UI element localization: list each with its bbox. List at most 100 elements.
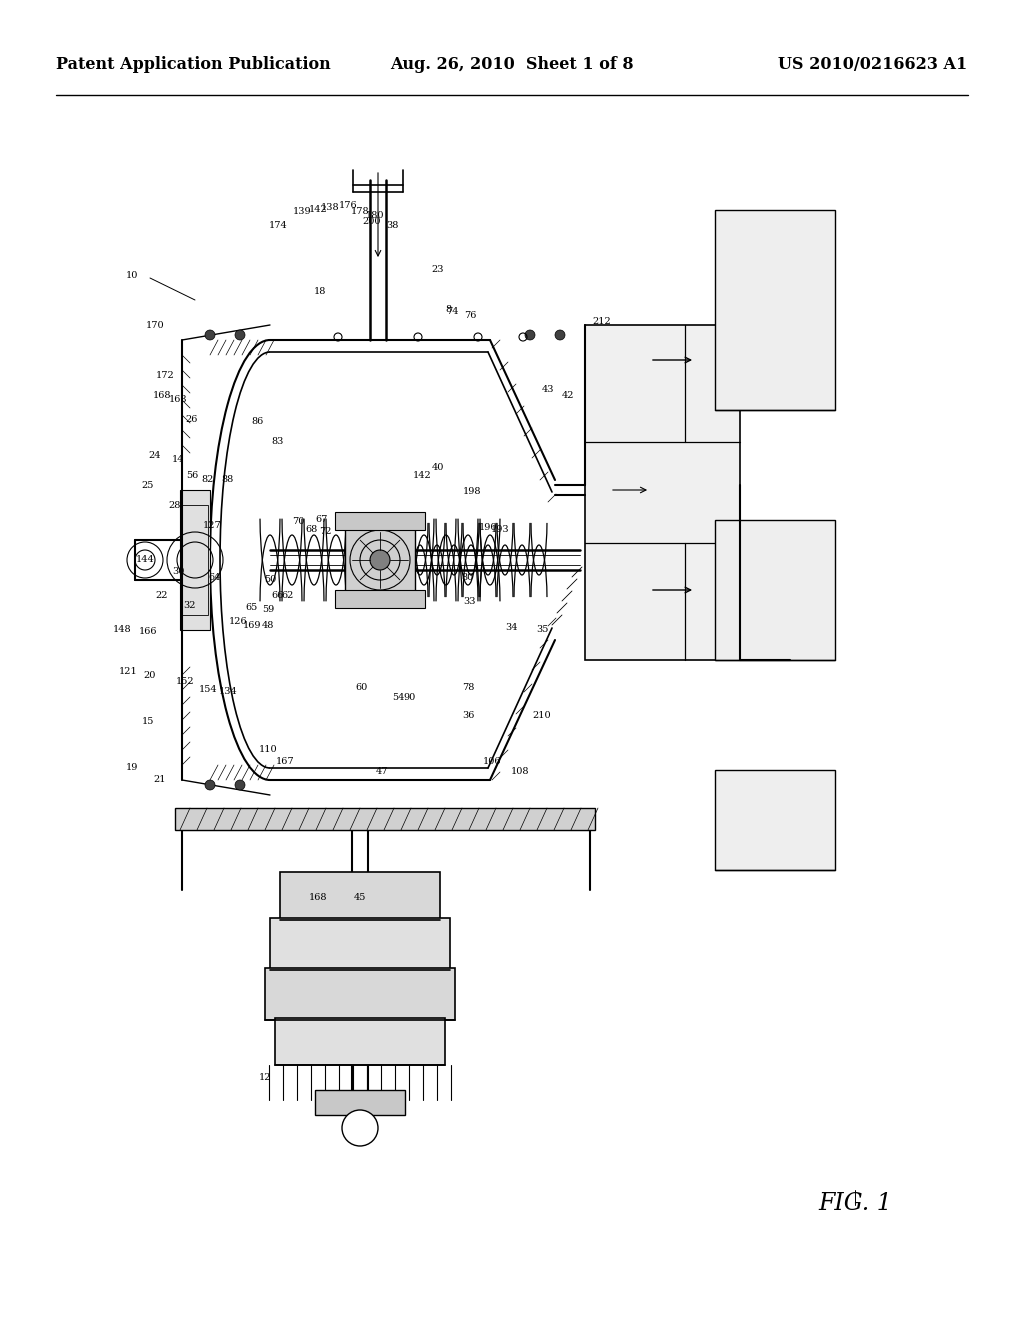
Text: 70: 70 [292, 517, 304, 527]
Text: 168: 168 [309, 894, 328, 903]
Text: 169: 169 [243, 622, 261, 631]
Text: 35: 35 [536, 626, 548, 635]
Text: 82: 82 [202, 475, 214, 484]
Text: 60: 60 [356, 684, 368, 693]
Text: 78: 78 [462, 684, 474, 693]
Bar [280, 873, 440, 920]
Text: 64: 64 [209, 573, 221, 582]
Text: 190: 190 [479, 524, 498, 532]
Text: 38: 38 [386, 220, 398, 230]
Text: 25: 25 [141, 480, 155, 490]
Text: 142: 142 [413, 470, 431, 479]
Text: 76: 76 [464, 310, 476, 319]
Text: 19: 19 [126, 763, 138, 772]
Circle shape [205, 330, 215, 341]
Text: 126: 126 [228, 618, 248, 627]
Text: 210: 210 [532, 710, 551, 719]
Text: 67: 67 [315, 516, 328, 524]
Bar [345, 525, 415, 595]
Text: 83: 83 [271, 437, 285, 446]
Text: 121: 121 [119, 668, 137, 676]
Text: 28: 28 [169, 500, 181, 510]
Text: 43: 43 [542, 385, 554, 395]
Text: 88: 88 [222, 475, 234, 484]
Text: 180: 180 [366, 210, 384, 219]
Text: 21: 21 [154, 776, 166, 784]
Text: 48: 48 [262, 622, 274, 631]
Text: 12: 12 [259, 1073, 271, 1082]
Text: 172: 172 [156, 371, 174, 380]
Text: 198: 198 [463, 487, 481, 496]
Text: 23: 23 [432, 265, 444, 275]
Text: 90: 90 [403, 693, 416, 702]
Text: 65: 65 [246, 603, 258, 612]
Circle shape [525, 330, 535, 341]
Circle shape [234, 780, 245, 789]
Text: 66: 66 [272, 591, 284, 601]
Text: 170: 170 [145, 321, 164, 330]
Text: 36: 36 [462, 710, 474, 719]
Bar [180, 490, 210, 630]
Text: 168: 168 [153, 391, 171, 400]
Text: 163: 163 [169, 396, 187, 404]
Text: 144: 144 [135, 556, 155, 565]
Bar [315, 1090, 406, 1115]
Text: 54: 54 [392, 693, 404, 702]
Text: 18: 18 [313, 288, 327, 297]
Text: 178: 178 [350, 207, 370, 216]
Bar [715, 210, 835, 411]
Text: 10: 10 [126, 271, 138, 280]
Text: 154: 154 [199, 685, 217, 694]
Text: 14: 14 [172, 455, 184, 465]
Text: 174: 174 [268, 220, 288, 230]
Text: 106: 106 [482, 758, 502, 767]
Circle shape [205, 780, 215, 789]
Text: 86: 86 [252, 417, 264, 426]
Bar [335, 512, 425, 531]
Bar [335, 590, 425, 609]
Text: 32: 32 [183, 601, 197, 610]
Text: 40: 40 [432, 463, 444, 473]
Text: 45: 45 [354, 894, 367, 903]
Text: 193: 193 [490, 525, 509, 535]
Circle shape [555, 330, 565, 341]
Text: 200: 200 [362, 218, 381, 227]
Text: 20: 20 [143, 671, 157, 680]
Text: 127: 127 [203, 520, 221, 529]
Text: US 2010/0216623 A1: US 2010/0216623 A1 [778, 55, 968, 73]
Text: Aug. 26, 2010  Sheet 1 of 8: Aug. 26, 2010 Sheet 1 of 8 [390, 55, 634, 73]
Bar [270, 917, 450, 970]
Text: 34: 34 [506, 623, 518, 632]
Text: 139: 139 [293, 207, 311, 216]
Text: 167: 167 [275, 758, 294, 767]
Text: 142: 142 [308, 206, 328, 214]
Bar [175, 808, 595, 830]
Circle shape [370, 550, 390, 570]
Bar [585, 325, 740, 660]
Text: 24: 24 [148, 450, 161, 459]
Bar [715, 520, 835, 660]
Circle shape [342, 1110, 378, 1146]
Text: 26: 26 [185, 416, 199, 425]
Bar [182, 506, 208, 615]
Text: 56: 56 [186, 470, 198, 479]
Text: 15: 15 [141, 718, 155, 726]
Text: 8: 8 [445, 305, 451, 314]
Text: 80: 80 [462, 573, 474, 582]
Text: 22: 22 [156, 590, 168, 599]
Text: 138: 138 [321, 203, 339, 213]
Bar [715, 770, 835, 870]
Text: 62: 62 [282, 591, 294, 601]
Text: 68: 68 [306, 525, 318, 535]
Text: 47: 47 [376, 767, 388, 776]
Text: 110: 110 [259, 746, 278, 755]
Text: 30: 30 [172, 568, 184, 577]
Circle shape [234, 330, 245, 341]
Text: 108: 108 [511, 767, 529, 776]
Bar [265, 968, 455, 1020]
Text: 33: 33 [464, 598, 476, 606]
Text: 166: 166 [138, 627, 158, 636]
Text: 59: 59 [262, 606, 274, 615]
Text: 74: 74 [445, 308, 459, 317]
Text: 50: 50 [264, 576, 276, 585]
